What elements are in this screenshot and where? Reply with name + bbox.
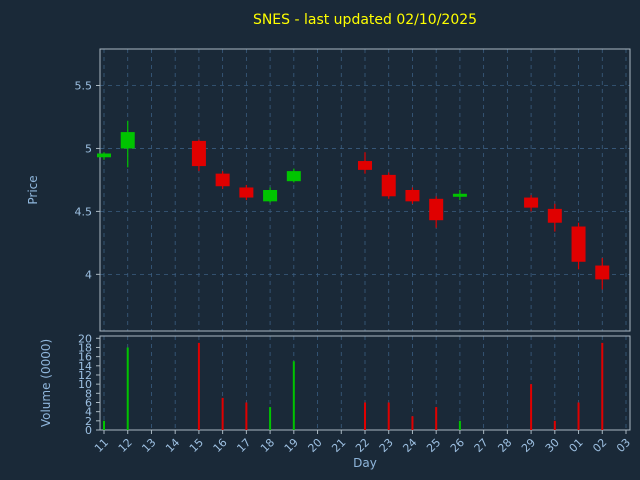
x-tick-label: 21 <box>329 436 348 455</box>
candle-body-down <box>571 226 586 262</box>
x-tick-label: 01 <box>567 436 586 455</box>
candle-body-up <box>286 171 301 182</box>
x-tick-label: 16 <box>211 436 230 455</box>
price-tick-label: 5.5 <box>75 80 93 93</box>
x-tick-label: 18 <box>258 436 277 455</box>
price-tick-label: 4 <box>85 268 92 281</box>
x-tick-label: 29 <box>519 436 538 455</box>
candle-body-down <box>239 187 254 198</box>
price-axis-label: Price <box>26 175 40 205</box>
candle-body-down <box>215 173 230 187</box>
candle-body-down <box>191 140 206 167</box>
x-tick-label: 03 <box>614 436 633 455</box>
volume-tick-label: 18 <box>78 341 92 354</box>
volume-tick-label: 0 <box>85 424 92 437</box>
x-tick-label: 28 <box>495 436 514 455</box>
candle-body-up <box>120 132 135 149</box>
day-axis-label: Day <box>353 456 377 470</box>
price-tick-label: 4.5 <box>75 205 93 218</box>
volume-tick-label: 10 <box>78 378 92 391</box>
x-tick-label: 13 <box>139 436 158 455</box>
candle-body-up <box>263 190 278 202</box>
volume-tick-label: 14 <box>78 360 92 373</box>
volume-tick-label: 16 <box>78 351 92 364</box>
x-tick-label: 20 <box>306 436 325 455</box>
candle-body-down <box>547 208 562 223</box>
candle-body-down <box>429 198 444 221</box>
x-tick-label: 22 <box>353 436 372 455</box>
candle-body-down <box>595 265 610 280</box>
volume-tick-label: 8 <box>85 387 92 400</box>
x-tick-label: 24 <box>400 436 419 455</box>
price-tick-label: 5 <box>85 142 92 155</box>
x-tick-label: 14 <box>163 436 182 455</box>
x-tick-label: 23 <box>377 436 396 455</box>
candle-body-down <box>405 190 420 202</box>
price-panel-frame <box>99 48 631 332</box>
x-tick-label: 11 <box>92 436 111 455</box>
x-tick-label: 25 <box>424 436 443 455</box>
volume-tick-label: 6 <box>85 396 92 409</box>
x-tick-label: 17 <box>234 436 253 455</box>
volume-axis-label: Volume (0000) <box>39 338 53 428</box>
chart-title: SNES - last updated 02/10/2025 <box>252 12 478 28</box>
volume-tick-label: 20 <box>78 332 92 345</box>
x-tick-label: 27 <box>472 436 491 455</box>
candle-body-up <box>97 153 111 158</box>
x-tick-label: 12 <box>116 436 135 455</box>
x-tick-label: 15 <box>187 436 206 455</box>
x-tick-label: 30 <box>543 436 562 455</box>
candle-body-down <box>358 161 372 170</box>
candle-body-down <box>381 174 396 197</box>
volume-tick-label: 12 <box>78 369 92 382</box>
x-tick-label: 19 <box>282 436 301 455</box>
candle-body-down <box>524 197 539 208</box>
volume-tick-label: 4 <box>85 406 92 419</box>
volume-tick-label: 2 <box>85 415 92 428</box>
candle-body-up <box>452 193 467 197</box>
x-tick-label: 02 <box>590 436 609 455</box>
x-tick-label: 26 <box>448 436 467 455</box>
